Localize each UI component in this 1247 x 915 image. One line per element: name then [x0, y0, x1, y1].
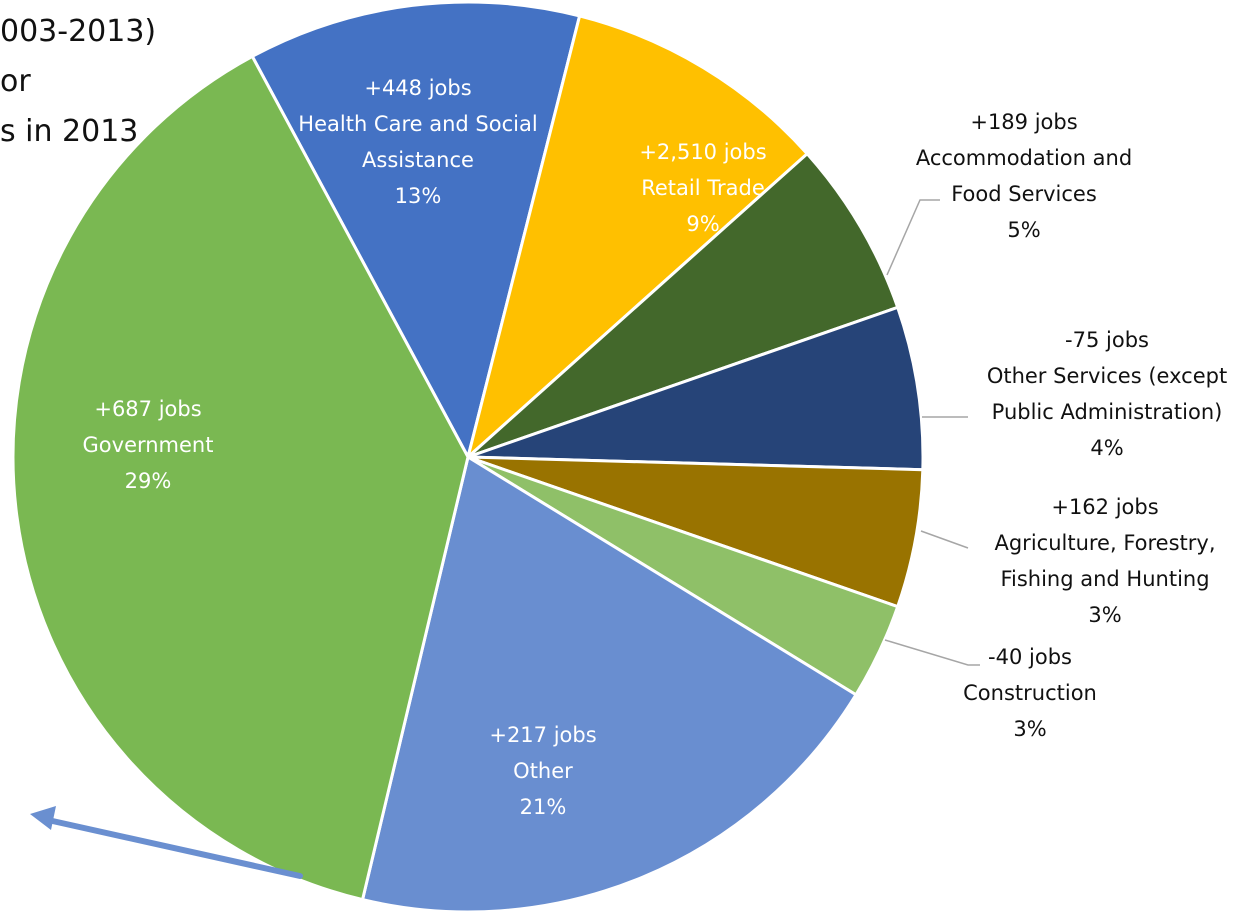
chart-title-line-3: s in 2013	[0, 114, 139, 149]
leader-line-agriculture-forestry-fishing-and-hunting	[920, 530, 969, 549]
slice-retail-trade	[466, 14, 809, 459]
data-label-accommodation-and-food-services: +189 jobs Accommodation and Food Services 5…	[916, 110, 1132, 242]
slice-government	[11, 54, 470, 902]
slice-health-care-and-social-assistance	[250, 0, 582, 459]
data-label-construction: -40 jobs Construction 3%	[963, 645, 1097, 741]
data-label-other-services-except-public-administration: -75 jobs Other Services (except Public Adm…	[987, 328, 1227, 460]
arrow-line	[45, 817, 303, 879]
data-label-retail-trade: +2,510 jobs Retail Trade 9%	[639, 140, 766, 236]
leader-line-construction	[884, 639, 980, 666]
slice-other	[361, 455, 858, 914]
slice-accommodation-and-food-services	[466, 152, 900, 459]
chart-title-line-2: or	[0, 64, 31, 99]
leader-line-accommodation-and-food-services	[886, 199, 940, 276]
chart-title-line-1: 003-2013)	[0, 14, 157, 49]
data-label-agriculture-forestry-fishing-and-hunting: +162 jobs Agriculture, Forestry, Fishing a…	[994, 495, 1215, 627]
data-label-health-care-and-social-assistance: +448 jobs Health Care and Social Assistanc…	[298, 76, 537, 208]
data-label-government: +687 jobs Government 29%	[83, 397, 214, 493]
data-label-other: +217 jobs Other 21%	[489, 723, 596, 819]
slice-other-services-except-public-administration	[466, 305, 925, 472]
arrow-head-icon	[30, 806, 56, 830]
